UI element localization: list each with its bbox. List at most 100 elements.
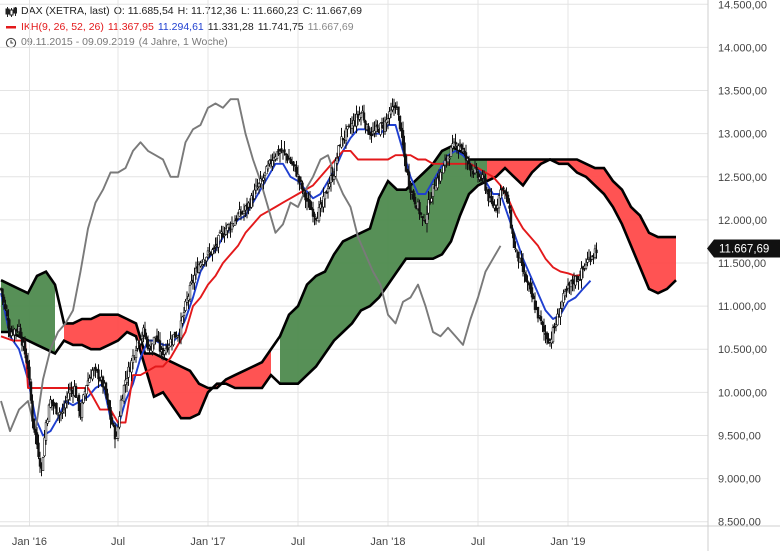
candle-body [346, 126, 349, 130]
candle-body [562, 293, 565, 303]
candle-body [436, 177, 439, 189]
candle-body [337, 145, 340, 157]
candle-body [41, 457, 45, 472]
candle-body [532, 295, 535, 300]
candle-body [361, 110, 364, 113]
candle-body [403, 142, 406, 158]
candle-body [275, 151, 279, 160]
candle-body [44, 422, 48, 441]
candle-body [449, 146, 453, 157]
candle-body [398, 115, 402, 130]
candle-body [82, 394, 85, 403]
candle-body [323, 192, 327, 200]
candle-body [20, 338, 24, 346]
candle-body [584, 264, 588, 269]
candle-body [283, 149, 286, 153]
candle-body [335, 157, 339, 164]
candle-body [262, 177, 265, 181]
candle-body [223, 234, 226, 236]
cloud-bearish-area [487, 159, 676, 294]
candle-body [431, 184, 435, 197]
candle-body [418, 202, 421, 215]
candle-body [259, 178, 262, 185]
candle-body [362, 112, 366, 121]
candle-body [4, 304, 7, 310]
candle-body [350, 123, 354, 129]
candle-body [23, 340, 27, 355]
candle-body [340, 136, 343, 148]
y-tick-label: 11.500,00 [718, 258, 766, 270]
candle-body [197, 264, 201, 273]
candle-body [91, 370, 94, 380]
candle-body [134, 350, 138, 359]
candle-body [529, 282, 532, 290]
candle-body [448, 157, 451, 160]
candle-body [359, 113, 363, 118]
candle-body [332, 175, 336, 180]
candle-body [389, 109, 393, 115]
candle-body [61, 411, 64, 414]
candle-body [536, 306, 540, 319]
legend-span-b-value: 11.741,75 [257, 20, 304, 33]
candle-body [514, 248, 517, 250]
candle-body [355, 114, 358, 127]
candle-body [311, 208, 315, 217]
candle-body [158, 340, 162, 352]
y-tick-label: 12.500,00 [718, 172, 767, 184]
x-tick-label: Jan '17 [190, 536, 225, 548]
candle-body [586, 259, 589, 263]
legend-row-ichimoku: IKH(9, 26, 52, 26) 11.367,95 11.294,61 1… [5, 20, 362, 36]
candle-body [125, 378, 129, 383]
candle-body [104, 382, 108, 396]
candle-body [409, 183, 412, 193]
candle-body [289, 158, 292, 163]
candle-body [113, 425, 117, 440]
candle-body [307, 199, 310, 201]
candle-body [68, 389, 72, 394]
candle-body [304, 192, 307, 201]
candle-body [257, 183, 261, 188]
candle-body [397, 106, 400, 116]
candle-body [503, 190, 507, 193]
candle-body [122, 385, 126, 402]
candle-body [443, 160, 447, 166]
y-tick-label: 11.000,00 [718, 301, 766, 313]
candle-body [119, 399, 123, 417]
legend-low: L: 11.660,23 [240, 5, 299, 17]
candle-body [167, 345, 171, 348]
candle-body [127, 366, 130, 378]
candle-body [106, 393, 109, 401]
candle-body [308, 200, 312, 210]
candle-body [130, 360, 133, 373]
candle-body [376, 124, 379, 128]
candle-body [67, 392, 70, 400]
candle-body [299, 179, 303, 182]
candle-body [179, 320, 183, 339]
candle-body [34, 429, 37, 435]
candle-body [43, 437, 46, 457]
candle-body [118, 416, 121, 428]
candle-body [77, 395, 81, 411]
candle-body [25, 355, 28, 363]
candle-body [112, 424, 115, 427]
candle-body [439, 171, 442, 182]
candle-body [173, 331, 177, 338]
candle-body [5, 310, 9, 317]
candle-body [284, 153, 288, 156]
candle-body [157, 339, 160, 342]
candle-body [499, 189, 502, 199]
candle-body [242, 210, 246, 214]
ichimoku-cloud [0, 145, 677, 420]
red-line-icon [5, 21, 17, 33]
legend-span-a-value: 11.331,28 [207, 20, 254, 33]
legend-row-range: 09.11.2015 - 09.09.2019 (4 Jahre, 1 Woch… [5, 35, 362, 51]
candle-body [464, 152, 468, 161]
candle-body [143, 328, 147, 337]
candle-body [19, 327, 22, 339]
candle-body [139, 339, 142, 344]
candle-body [31, 400, 34, 422]
candle-body [427, 199, 430, 214]
candle-body [293, 164, 297, 167]
candle-body [217, 235, 220, 248]
